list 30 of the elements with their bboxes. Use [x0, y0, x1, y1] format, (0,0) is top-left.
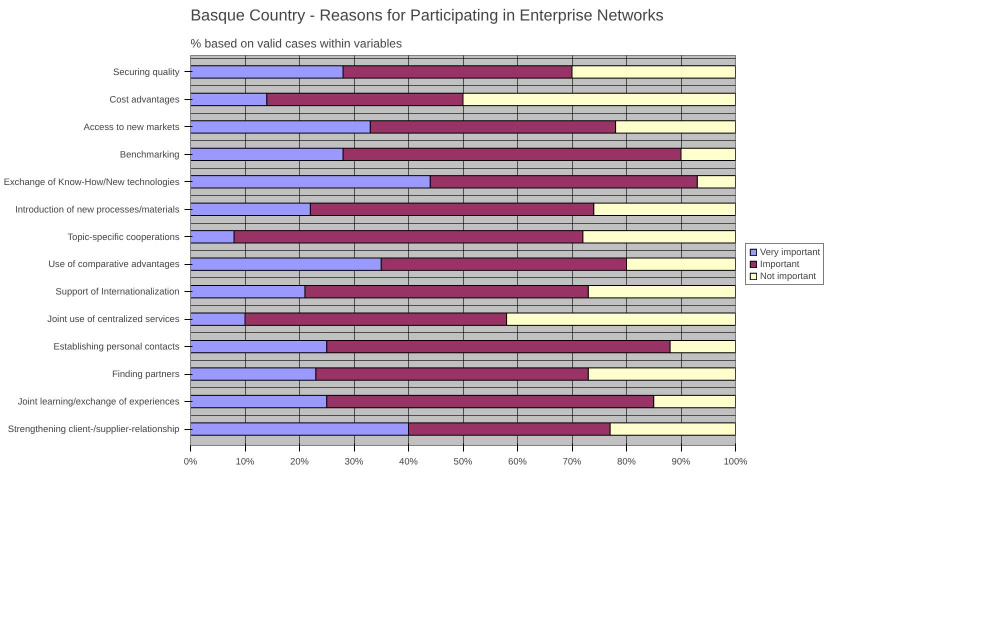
legend-label: Important — [760, 259, 800, 269]
y-tick-label: Joint use of centralized services — [47, 314, 180, 324]
y-tick-label: Joint learning/exchange of experiences — [18, 396, 180, 407]
chart-title: Basque Country - Reasons for Participating in Enterprise Networks — [190, 8, 664, 24]
x-tick-label: 70% — [562, 456, 582, 466]
x-tick-label: 30% — [344, 456, 364, 466]
y-tick-label: Cost advantages — [109, 94, 180, 104]
legend-label: Not important — [760, 271, 816, 281]
y-tick-label: Introduction of new processes/materials — [15, 204, 180, 214]
y-tick-label: Access to new markets — [84, 122, 180, 132]
y-tick-label: Benchmarking — [120, 149, 180, 160]
x-tick-label: 80% — [617, 456, 636, 466]
y-tick-label: Use of comparative advantages — [48, 259, 180, 270]
y-tick-label: Securing quality — [113, 66, 180, 77]
x-tick-label: 10% — [236, 456, 254, 466]
y-tick-label: Topic-specific cooperations — [68, 232, 180, 242]
x-tick-label: 90% — [672, 456, 690, 466]
x-tick-label: 50% — [454, 456, 472, 466]
chart-subtitle: % based on valid cases within variables — [190, 36, 402, 50]
y-tick-label: Support of Internationalization — [56, 286, 180, 297]
y-tick-label: Finding partners — [112, 369, 180, 380]
x-tick-label: 40% — [399, 456, 418, 466]
x-tick-label: 0% — [184, 456, 198, 466]
y-tick-label: Establishing personal contacts — [53, 342, 180, 352]
x-tick-label: 20% — [290, 456, 309, 466]
x-tick-label: 60% — [508, 456, 527, 466]
y-tick-label: Strengthening client-/supplier-relationship — [8, 424, 180, 434]
legend-label: Very important — [760, 247, 820, 257]
x-tick-label: 100% — [724, 456, 748, 466]
y-tick-label: Exchange of Know-How/New technologies — [4, 176, 180, 187]
